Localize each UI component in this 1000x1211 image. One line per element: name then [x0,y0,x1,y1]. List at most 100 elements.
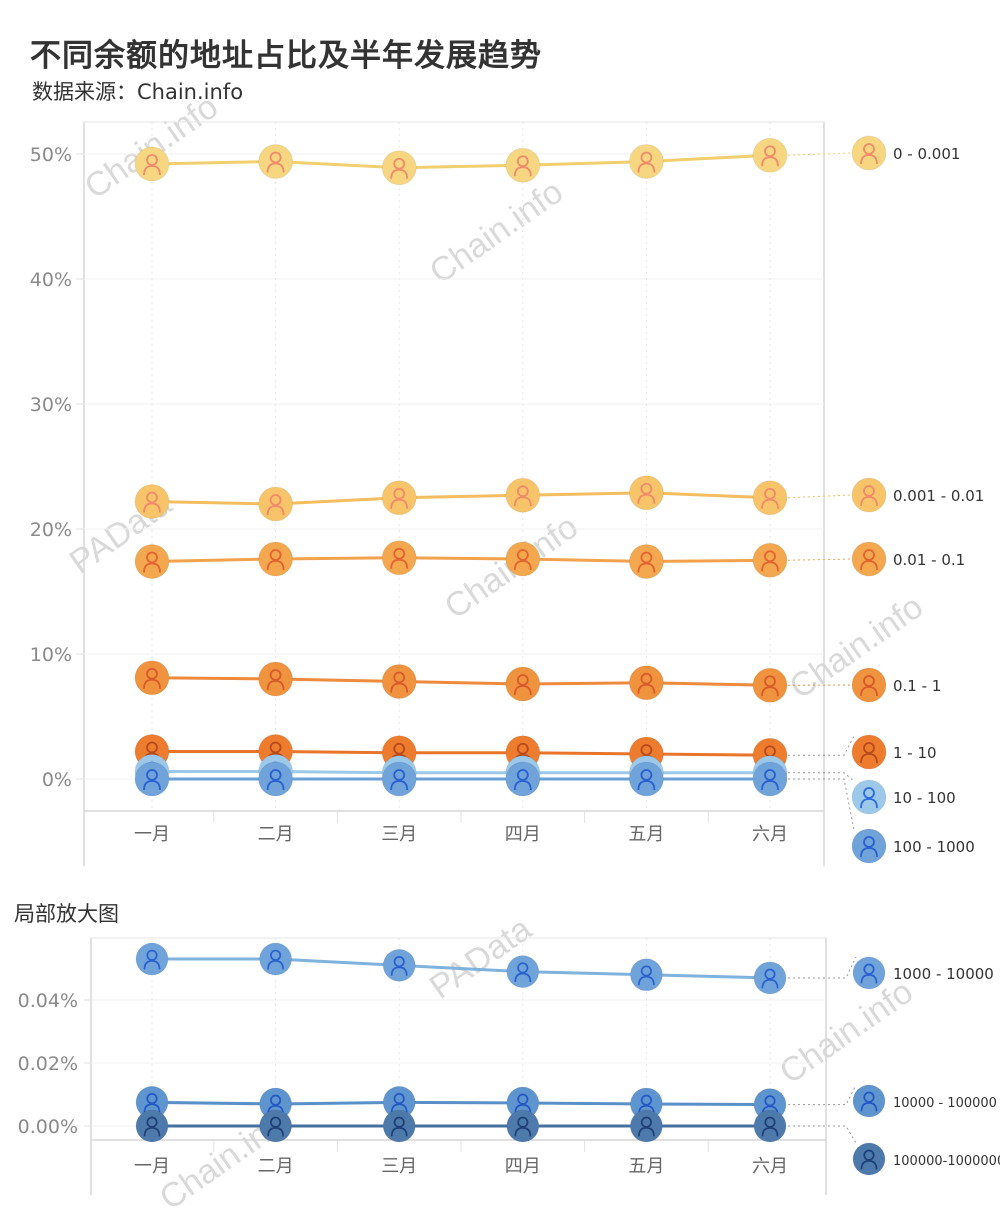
data-point [258,661,294,697]
legend-leader-line [788,735,855,756]
detail-chart: 0.00% 0.02% 0.04% 一月 二月 三月 四月 五月 六月 1000 - 10000 1… [18,937,1000,1195]
legend-item: 100000-1000000 [852,1142,1000,1176]
data-point [259,1109,293,1143]
data-point [628,475,664,511]
data-point [382,1109,416,1143]
data-point [258,486,294,522]
data-point [381,664,417,699]
series-line [151,153,771,170]
y-tick-label: 30% [30,394,72,416]
data-point [506,955,540,989]
x-tick-label: 一月 [134,1156,170,1177]
data-point [628,761,664,797]
y-tick-label: 20% [30,519,72,541]
detail-chart-title: 局部放大图 [14,902,119,926]
y-tick-label: 0% [42,769,72,791]
legend-marker [851,667,887,703]
watermark-text: Chain.info [423,173,570,292]
data-point [134,146,170,182]
series-line [151,676,771,687]
data-point [259,1087,293,1121]
data-point [753,1109,787,1143]
main-chart: 0% 10% 20% 30% 40% 50% 一月 二月 三月 四月 五月 六月 0 - 0.001 0.… [30,121,984,866]
data-point [628,544,664,579]
legend-label: 100 - 1000 [893,838,975,856]
data-point [381,761,417,797]
legend-item: 100 - 1000 [851,828,975,864]
legend-item: 1 - 10 [851,734,937,770]
legend-item: 0.1 - 1 [851,667,941,703]
data-point [135,1109,169,1143]
y-tick-label: 50% [30,144,72,166]
legend-leader-line [788,1125,857,1144]
data-point [382,948,416,982]
legend-leader-line [787,152,852,156]
legend-marker [851,477,887,513]
watermark-text: Chain.info [773,973,920,1092]
data-point [505,147,541,183]
series-line [151,1100,771,1107]
legend-marker [851,135,887,171]
legend-label: 100000-1000000 [893,1154,1000,1169]
data-point [259,942,293,976]
data-point [134,484,170,519]
data-point [628,144,664,179]
x-tick-label: 六月 [752,1156,788,1177]
x-tick-label: 六月 [752,824,788,845]
data-point [258,761,294,797]
series-line [152,957,771,980]
legend-item: 0.01 - 0.1 [851,541,965,577]
data-point [381,480,417,516]
data-point [135,942,169,976]
legend-label: 0 - 0.001 [893,145,960,163]
x-tick-label: 三月 [381,1156,417,1177]
data-point [628,665,664,701]
legend-label: 0.001 - 0.01 [893,487,984,505]
x-tick-label: 二月 [258,824,294,845]
data-point [258,144,294,179]
y-tick-label: 0.02% [18,1053,78,1075]
y-tick-label: 40% [30,269,72,291]
series-line [151,491,771,506]
data-point [629,1087,663,1121]
legend-label: 1 - 10 [893,744,937,762]
legend-leader-line [788,956,857,979]
legend-item: 0.001 - 0.01 [851,477,984,513]
legend-label: 10 - 100 [893,789,956,807]
x-tick-label: 一月 [134,824,170,845]
data-point [753,961,787,995]
data-point [135,1085,169,1119]
legend-item: 10 - 100 [851,779,956,815]
legend-leader-line [787,494,852,499]
legend-label: 1000 - 10000 [893,965,994,983]
legend-marker [852,1142,886,1176]
data-point [506,1109,540,1143]
series-line [152,770,770,775]
data-point [134,660,170,696]
x-tick-label: 三月 [381,824,417,845]
legend-item: 10000 - 100000 [852,1084,997,1118]
x-tick-label: 四月 [505,1156,541,1177]
x-tick-label: 五月 [628,824,664,845]
legend-leader-line [788,772,855,782]
data-point [752,667,788,703]
data-point [505,477,541,513]
legend-marker [851,779,887,815]
data-point [629,958,663,992]
data-point [505,761,541,797]
data-point [505,541,541,577]
legend-marker [852,1084,886,1118]
data-point [381,540,417,576]
chart-title: 不同余额的地址占比及半年发展趋势 [30,38,542,74]
legend-marker [851,734,887,770]
data-point [134,544,170,579]
data-point [752,480,788,516]
data-point [505,666,541,702]
data-point [134,761,170,797]
series-line [151,556,771,563]
y-tick-label: 0.04% [18,990,78,1012]
data-point [752,137,788,173]
y-tick-label: 10% [30,644,72,666]
legend-label: 0.1 - 1 [893,677,941,695]
